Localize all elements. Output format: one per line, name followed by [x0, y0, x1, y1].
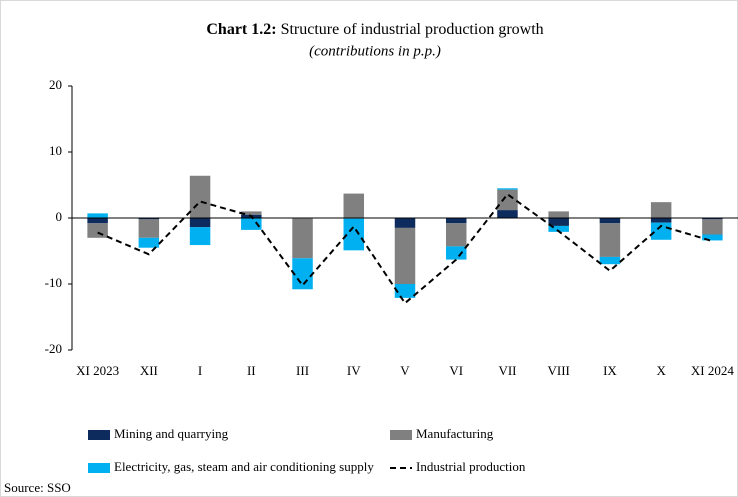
bar — [343, 218, 365, 251]
bar — [548, 225, 569, 232]
bar — [241, 211, 262, 215]
source: Source: SSO — [4, 480, 71, 495]
bar — [241, 218, 262, 230]
bar — [394, 227, 416, 284]
bar — [138, 237, 160, 248]
title-label: Chart 1.2: — [206, 21, 276, 38]
legend-label: Mining and quarrying — [114, 426, 229, 441]
y-tick-label: -10 — [45, 275, 62, 290]
x-tick-label: VIII — [547, 363, 569, 378]
bar — [343, 193, 365, 218]
bar — [138, 218, 160, 220]
bar — [497, 210, 518, 218]
bar — [292, 258, 313, 290]
bar — [650, 218, 672, 223]
x-tick-label: II — [247, 363, 256, 378]
bar — [702, 234, 723, 241]
legend-label: Manufacturing — [416, 426, 494, 441]
x-tick-label: VI — [449, 363, 463, 378]
bar — [497, 189, 518, 211]
bar — [138, 219, 160, 238]
x-tick-label: I — [198, 363, 202, 378]
bar — [87, 223, 108, 238]
bar — [189, 218, 211, 228]
y-tick-label: -20 — [45, 341, 62, 356]
x-tick-label: V — [400, 363, 410, 378]
legend-swatch — [88, 463, 110, 473]
bar — [445, 246, 467, 260]
legend-swatch — [390, 430, 412, 440]
bar — [497, 188, 518, 190]
bar — [599, 256, 621, 265]
bar — [650, 202, 672, 218]
x-tick-label: XII — [140, 363, 158, 378]
bar — [599, 223, 621, 257]
bar — [87, 213, 108, 218]
bar — [445, 218, 467, 224]
title-text: Structure of industrial production growt… — [281, 21, 544, 38]
bar — [292, 218, 313, 259]
x-tick-label: VII — [498, 363, 516, 378]
bar — [189, 175, 211, 218]
legend-swatch — [88, 430, 110, 440]
legend-label: Electricity, gas, steam and air conditio… — [114, 459, 374, 474]
x-tick-label: III — [296, 363, 309, 378]
bar — [702, 219, 723, 235]
bar — [548, 211, 569, 218]
bar — [702, 218, 723, 220]
bar — [394, 284, 416, 298]
chart-title: Chart 1.2: Structure of industrial produ… — [206, 21, 543, 38]
bar — [548, 218, 569, 226]
bar — [599, 218, 621, 224]
x-tick-label: XI 2023 — [76, 363, 119, 378]
bar — [87, 218, 108, 224]
y-tick-label: 20 — [49, 77, 62, 92]
x-tick-label: IX — [603, 363, 617, 378]
legend-label: Industrial production — [416, 459, 526, 474]
x-tick-label: IV — [347, 363, 361, 378]
bar — [189, 227, 211, 246]
y-tick-label: 10 — [49, 143, 62, 158]
x-tick-label: XI 2024 — [691, 363, 734, 378]
chart-subtitle: (contributions in p.p.) — [309, 43, 441, 59]
bar — [394, 218, 416, 228]
x-tick-label: X — [656, 363, 666, 378]
bar — [445, 223, 467, 247]
y-tick-label: 0 — [56, 209, 63, 224]
